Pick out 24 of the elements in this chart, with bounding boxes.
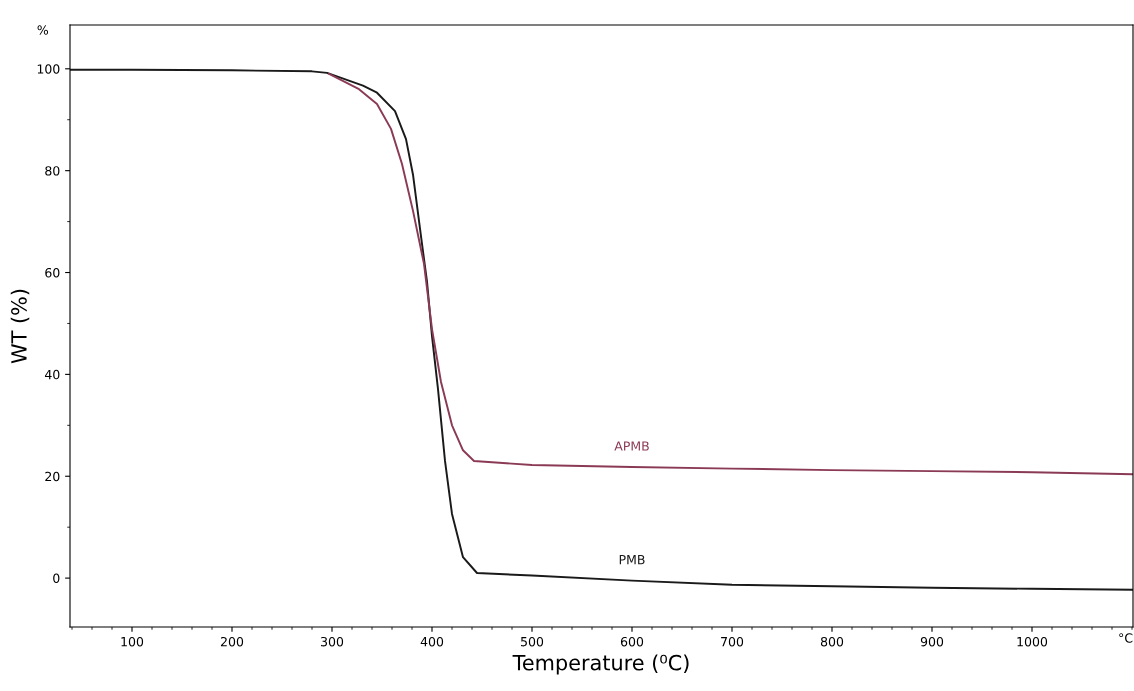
x-tick-label: 800 (820, 636, 844, 647)
x-axis-title: Temperature (⁰C) (512, 654, 689, 675)
y-tick-label: 0 (53, 573, 60, 584)
text: °C (1119, 633, 1133, 643)
series-label: APMB (614, 441, 649, 451)
series-label: PMB (619, 555, 645, 565)
y-axis-title: WT (%) (10, 289, 30, 364)
y-tick-label: 100 (37, 64, 60, 74)
x-tick-label: 200 (220, 636, 244, 647)
x-tick-label: 500 (521, 636, 544, 647)
x-tick-label: 400 (420, 636, 444, 647)
y-tick-label: 80 (45, 166, 60, 176)
x-tick-label: 100 (121, 636, 144, 647)
x-tick-label: 700 (721, 636, 744, 647)
line-series (328, 72, 1133, 476)
x-tick-label: 900 (920, 636, 944, 647)
text: % (37, 25, 49, 35)
line-series (70, 68, 1133, 591)
y-tick-label: 40 (44, 369, 60, 380)
y-tick-label: 60 (45, 267, 60, 278)
x-tick-label: 300 (321, 636, 344, 647)
x-tick-label: 600 (620, 636, 644, 647)
x-tick-label: 1000 (1017, 636, 1048, 647)
y-tick-label: 20 (45, 471, 60, 482)
